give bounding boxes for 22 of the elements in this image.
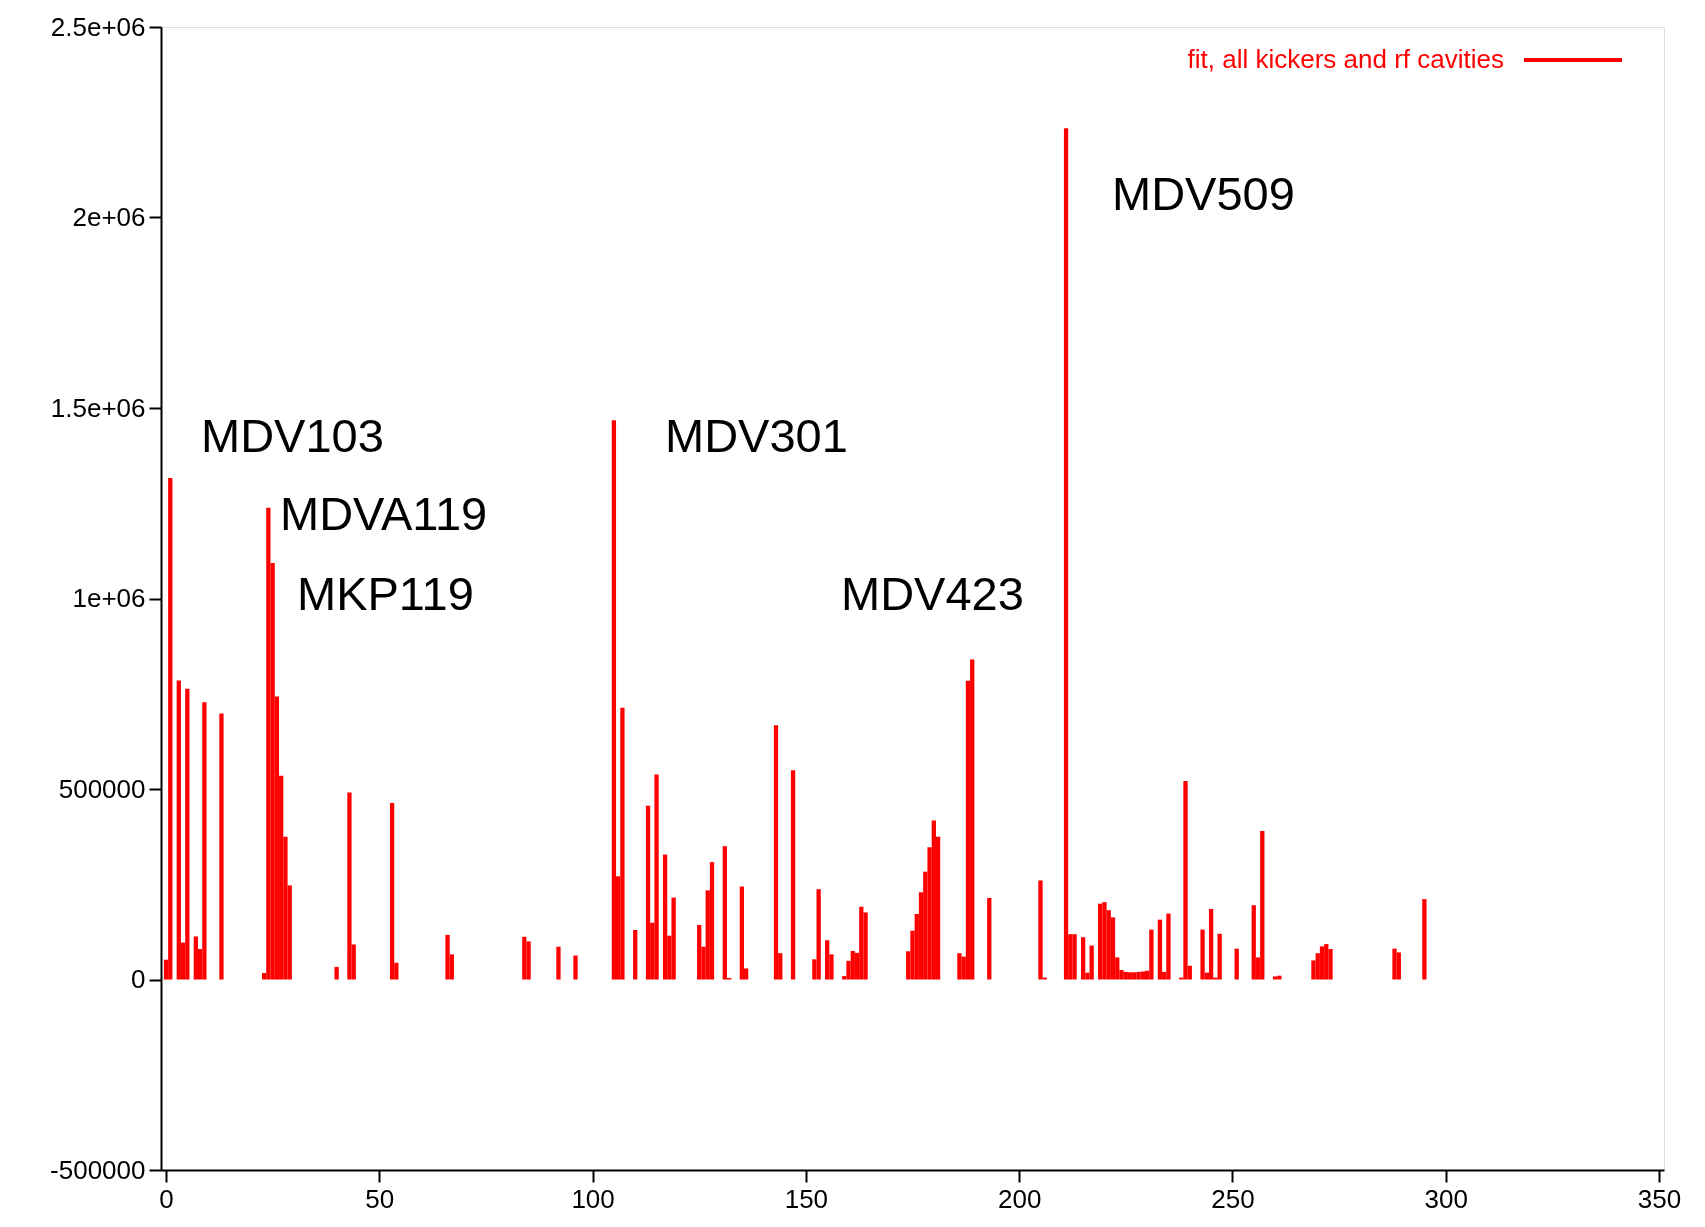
y-tick-label: 1.5e+06 xyxy=(50,392,146,423)
annotation: MDVA119 xyxy=(280,487,488,540)
x-tick-label: 100 xyxy=(571,1183,615,1214)
annotation: MDV509 xyxy=(1112,167,1295,220)
y-tick-label: 500000 xyxy=(58,773,146,804)
x-tick-label: 0 xyxy=(159,1183,174,1214)
x-tick-label: 150 xyxy=(784,1183,829,1214)
x-tick-label: 250 xyxy=(1211,1183,1255,1214)
y-tick-label: 0 xyxy=(131,964,146,994)
x-tick-label: 300 xyxy=(1424,1183,1468,1214)
y-tick-label: 2.5e+06 xyxy=(50,11,146,42)
y-tick-label: -500000 xyxy=(50,1154,146,1185)
annotation: MDV423 xyxy=(841,567,1024,620)
annotation: MDV103 xyxy=(201,409,384,462)
x-tick-label: 50 xyxy=(365,1183,395,1214)
x-tick-label: 350 xyxy=(1637,1183,1682,1214)
annotation: MKP119 xyxy=(297,567,474,620)
x-tick-label: 200 xyxy=(997,1183,1042,1214)
annotation: MDV301 xyxy=(665,409,848,462)
legend-label: fit, all kickers and rf cavities xyxy=(1187,44,1504,74)
y-tick-label: 2e+06 xyxy=(72,202,146,232)
y-tick-label: 1e+06 xyxy=(72,583,146,613)
